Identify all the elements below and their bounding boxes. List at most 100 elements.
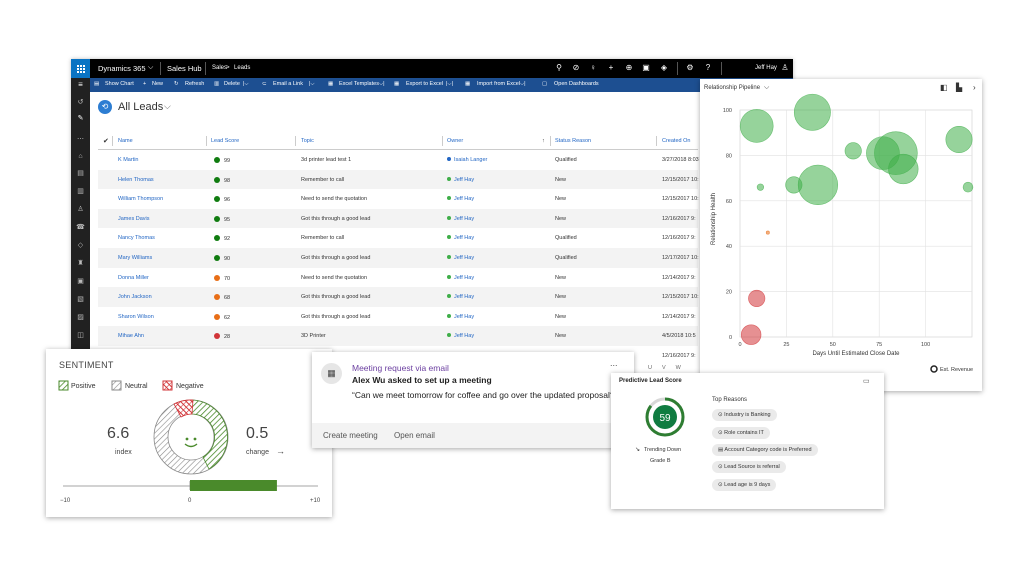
email-link-button[interactable]: Email a Link (273, 81, 303, 87)
table-row[interactable]: Mihae Ahn 28 3D Printer Jeff Hay New 4/5/2018… (98, 326, 698, 346)
owner-cell[interactable]: Jeff Hay (447, 294, 474, 300)
lead-name[interactable]: James Davis (118, 215, 150, 222)
column-header-lead-score[interactable]: Lead Score (211, 138, 240, 144)
home-icon[interactable]: ⌂ (78, 153, 83, 160)
owner-cell[interactable]: Isaiah Langer (447, 157, 487, 163)
chart-bubble[interactable] (740, 324, 762, 345)
competitors-icon[interactable]: ♜ (77, 260, 84, 267)
reason-chip[interactable]: ⊙ Role contains IT (712, 427, 770, 439)
owner-cell[interactable]: Jeff Hay (447, 235, 474, 241)
lightbulb-icon[interactable]: ♀ (590, 63, 596, 72)
lead-name[interactable]: Helen Thomas (118, 176, 154, 183)
select-all-checkbox[interactable]: ✔ (103, 138, 109, 145)
orders-icon[interactable]: ▧ (77, 296, 84, 303)
opportunities-icon[interactable]: ◇ (77, 242, 84, 249)
table-row[interactable]: 12/16/2017 9: (98, 346, 698, 366)
app-launcher-waffle-icon[interactable] (71, 59, 90, 78)
chart-settings-icon[interactable]: ▙ (956, 83, 963, 92)
reason-chip[interactable]: ⊙ Industry is Banking (712, 409, 777, 421)
help-icon[interactable]: ? (705, 63, 711, 72)
chevron-down-icon[interactable]: ⌵ (164, 101, 171, 111)
alpha-filter-partial[interactable]: UVW (648, 365, 691, 371)
owner-cell[interactable]: Jeff Hay (447, 176, 474, 183)
assistant-icon[interactable]: ◈ (660, 63, 668, 72)
open-email-button[interactable]: Open email (394, 431, 435, 440)
delete-button[interactable]: Delete (224, 81, 240, 87)
area-name[interactable]: Sales Hub (167, 64, 202, 73)
column-header-topic[interactable]: Topic (301, 138, 314, 144)
table-row[interactable]: James Davis 95 Got this through a good lea… (98, 208, 698, 229)
more-icon[interactable]: ⋯ (77, 136, 84, 143)
user-name[interactable]: Jeff Hay (755, 65, 777, 71)
chevron-down-icon[interactable]: |⌵| (446, 81, 454, 87)
column-header-created-on[interactable]: Created On (662, 138, 691, 144)
table-row[interactable]: John Jackson 68 Got this through a good le… (98, 287, 699, 307)
lead-name[interactable]: Donna Miller (118, 274, 149, 281)
lead-name[interactable]: Mary Williams (118, 255, 153, 261)
products-icon[interactable]: ◫ (77, 332, 84, 339)
excel-templates-button[interactable]: Excel Templates (339, 81, 379, 87)
table-row[interactable]: Helen Thomas 98 Remember to call Jeff Hay Ne… (98, 169, 699, 190)
comment-icon[interactable]: ▭ (863, 378, 870, 385)
hamburger-icon[interactable]: ≡ (78, 80, 83, 89)
chart-bubble[interactable] (945, 126, 973, 154)
app-name[interactable]: Dynamics 365 (98, 64, 146, 73)
reason-chip[interactable]: ▤ Account Category code is Preferred (712, 444, 818, 456)
view-selector-icon[interactable]: ⟲ (98, 100, 112, 114)
invoices-icon[interactable]: ▨ (77, 314, 84, 321)
breadcrumb-current[interactable]: Leads (234, 65, 251, 71)
column-header-name[interactable]: Name (118, 138, 133, 144)
chevron-down-icon[interactable]: |⌵ (243, 81, 249, 87)
search-icon[interactable]: ⚲ (556, 63, 562, 72)
table-row[interactable]: Donna Miller 70 Need to send the quotation… (98, 268, 698, 288)
chevron-right-icon[interactable]: › (973, 83, 976, 92)
owner-cell[interactable]: Jeff Hay (447, 313, 474, 320)
contacts-icon[interactable]: ♙ (77, 206, 84, 213)
quotes-icon[interactable]: ▣ (77, 278, 84, 285)
show-chart-button[interactable]: Show Chart (105, 81, 134, 87)
create-meeting-button[interactable]: Create meeting (323, 431, 378, 440)
export-excel-button[interactable]: Export to Excel (406, 81, 443, 87)
lead-name[interactable]: K Martin (118, 157, 139, 163)
app-switcher-chevron-icon[interactable]: ⌵ (148, 64, 154, 71)
open-dashboards-button[interactable]: Open Dashboards (554, 81, 599, 87)
chart-bubble[interactable] (962, 181, 974, 193)
sort-ascending-icon[interactable]: ↑ (542, 138, 545, 144)
chart-bubble[interactable] (793, 93, 831, 131)
more-options-icon[interactable]: ... (610, 358, 618, 368)
table-row[interactable]: William Thompson 96 Need to send the quota… (98, 189, 699, 209)
meeting-title[interactable]: Meeting request via email (352, 363, 449, 373)
chevron-down-icon[interactable]: ⌵ (764, 84, 770, 91)
chart-bubble[interactable] (756, 183, 765, 191)
chart-bubble[interactable] (797, 164, 839, 206)
leads-icon[interactable]: ☎ (76, 224, 85, 231)
plus-icon[interactable]: + (608, 63, 614, 72)
column-header-owner[interactable]: Owner (447, 138, 464, 144)
chart-bubble[interactable] (739, 109, 774, 143)
chart-bubble[interactable] (844, 142, 862, 160)
pipeline-title[interactable]: Relationship Pipeline (704, 85, 761, 91)
owner-cell[interactable]: Jeff Hay (447, 333, 474, 339)
lead-name[interactable]: Nancy Thomas (118, 235, 155, 242)
import-excel-button[interactable]: Import from Excel (477, 81, 521, 87)
chevron-down-icon[interactable]: ⌵| (520, 81, 526, 87)
owner-cell[interactable]: Jeff Hay (447, 274, 474, 281)
accounts-icon[interactable]: ▥ (77, 188, 84, 195)
gear-icon[interactable]: ⚙ (686, 63, 694, 72)
chevron-down-icon[interactable]: |⌵ (309, 81, 315, 87)
table-row[interactable]: K Martin 99 3d printer lead test 1 Isaiah L… (98, 150, 699, 170)
pinned-icon[interactable]: ✎ (77, 115, 84, 122)
lead-name[interactable]: John Jackson (118, 294, 152, 301)
owner-cell[interactable]: Jeff Hay (447, 196, 474, 202)
chevron-down-icon[interactable]: ⌵| (379, 81, 385, 87)
expand-panel-icon[interactable]: ◧ (940, 83, 948, 92)
chart-bubble[interactable] (765, 230, 770, 235)
recent-icon[interactable]: ↺ (77, 99, 84, 106)
lead-name[interactable]: William Thompson (118, 196, 164, 203)
chart-bubble[interactable] (748, 289, 766, 307)
new-button[interactable]: New (152, 81, 164, 87)
lead-name[interactable]: Sharon Wilson (118, 313, 154, 320)
advanced-filter-icon[interactable]: ⊕ (625, 63, 633, 72)
view-title[interactable]: All Leads (118, 101, 164, 113)
user-icon[interactable]: ♙ (781, 63, 789, 72)
